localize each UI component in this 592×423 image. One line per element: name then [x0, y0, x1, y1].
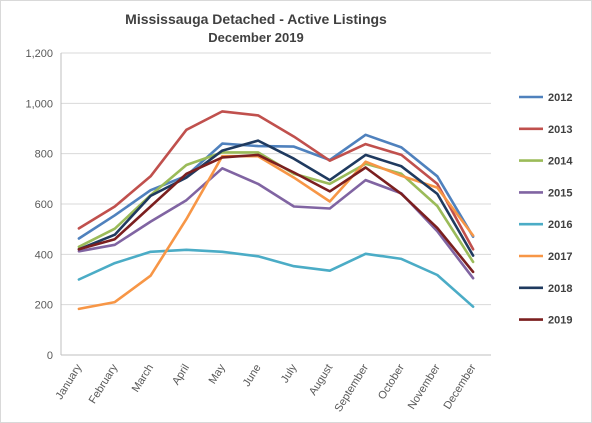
x-tick-label: May	[207, 362, 228, 386]
x-tick-label: August	[307, 362, 335, 397]
series-line-2013	[77, 110, 475, 251]
series-line-2012	[77, 133, 475, 240]
x-tick-label: November	[406, 362, 443, 412]
x-tick-label: June	[241, 362, 264, 389]
y-axis-tick-labels: 0 200 400 600 800 1,000 1,200	[25, 48, 53, 362]
y-tick-label: 1,200	[25, 48, 53, 60]
series-line-2018	[77, 139, 475, 257]
x-tick-label: September	[332, 362, 371, 414]
legend-label: 2013	[548, 124, 572, 136]
y-tick-label: 800	[35, 149, 53, 161]
legend-label: 2018	[548, 283, 572, 295]
y-tick-label: 1,000	[25, 98, 53, 110]
x-tick-label: July	[279, 362, 300, 385]
y-tick-label: 200	[35, 300, 53, 312]
x-tick-label: April	[170, 362, 192, 387]
legend: 2012 2013 2014 2015 2016 2017 2018 2019	[519, 92, 573, 327]
gridlines	[61, 52, 491, 306]
x-tick-label: February	[87, 362, 121, 406]
y-tick-label: 0	[47, 350, 53, 362]
x-tick-label: December	[442, 362, 479, 412]
chart-title: Mississauga Detached - Active Listings	[125, 11, 387, 27]
series-line-2017	[77, 154, 475, 311]
x-axis-tick-labels: January February March April May June July Augu…	[54, 362, 479, 414]
legend-label: 2015	[548, 187, 572, 199]
axes	[60, 53, 491, 356]
series-line-2019	[77, 153, 475, 274]
x-tick-label: October	[376, 362, 407, 402]
series-line-2016	[77, 248, 475, 309]
legend-label: 2017	[548, 251, 572, 263]
chart-subtitle: December 2019	[208, 30, 303, 45]
legend-label: 2012	[548, 92, 572, 104]
x-tick-label: March	[130, 362, 156, 394]
y-tick-label: 600	[35, 199, 53, 211]
series-lines	[77, 110, 475, 311]
legend-label: 2014	[548, 156, 573, 168]
legend-label: 2016	[548, 219, 572, 231]
x-tick-label: January	[54, 362, 85, 402]
y-tick-label: 400	[35, 249, 53, 261]
legend-label: 2019	[548, 315, 572, 327]
